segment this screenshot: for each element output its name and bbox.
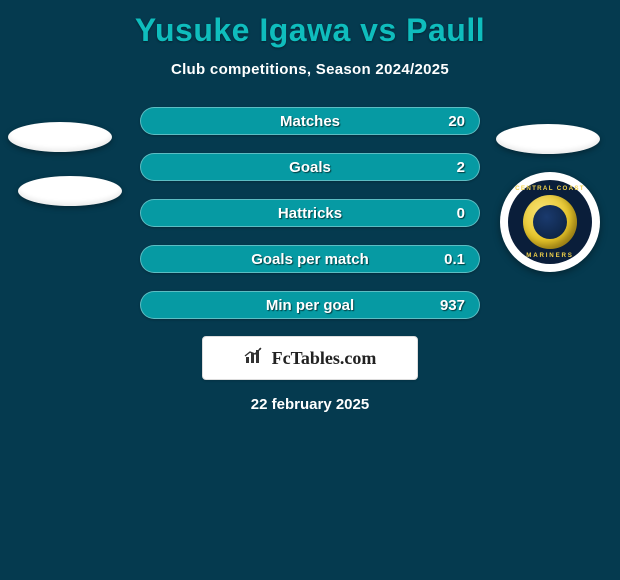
stat-bar: Hattricks 0 (140, 199, 480, 227)
stat-label: Goals per match (251, 251, 369, 268)
stat-label: Matches (280, 113, 340, 130)
brand-text: FcTables.com (272, 348, 377, 369)
stat-label: Goals (289, 159, 331, 176)
stat-value: 2 (457, 159, 465, 176)
stat-row: Goals 2 (0, 152, 620, 182)
stat-value: 937 (440, 297, 465, 314)
page-title: Yusuke Igawa vs Paull (0, 0, 620, 49)
stat-row: Hattricks 0 (0, 198, 620, 228)
subtitle: Club competitions, Season 2024/2025 (0, 61, 620, 78)
date-label: 22 february 2025 (0, 396, 620, 413)
stat-value: 0.1 (444, 251, 465, 268)
stat-row: Goals per match 0.1 (0, 244, 620, 274)
stat-bar: Min per goal 937 (140, 291, 480, 319)
stat-row: Min per goal 937 (0, 290, 620, 320)
stat-row: Matches 20 (0, 106, 620, 136)
stat-bar: Goals per match 0.1 (140, 245, 480, 273)
stat-bar: Matches 20 (140, 107, 480, 135)
brand-box[interactable]: FcTables.com (202, 336, 418, 380)
stat-label: Min per goal (266, 297, 354, 314)
stat-value: 0 (457, 205, 465, 222)
stat-bar: Goals 2 (140, 153, 480, 181)
stat-value: 20 (448, 113, 465, 130)
chart-icon (244, 347, 266, 370)
stat-label: Hattricks (278, 205, 342, 222)
club-badge-text-top: CENTRAL COAST (508, 185, 592, 192)
